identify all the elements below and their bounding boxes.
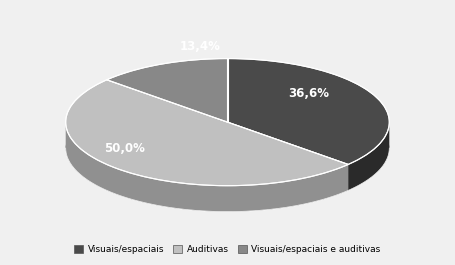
Text: 50,0%: 50,0%: [104, 142, 145, 154]
Text: 36,6%: 36,6%: [288, 87, 329, 100]
Polygon shape: [228, 122, 348, 190]
Polygon shape: [228, 59, 389, 165]
Text: 13,4%: 13,4%: [180, 40, 221, 53]
Polygon shape: [66, 122, 348, 212]
Legend: Visuais/espaciais, Auditivas, Visuais/espaciais e auditivas: Visuais/espaciais, Auditivas, Visuais/es…: [71, 241, 384, 258]
Polygon shape: [228, 122, 348, 190]
Ellipse shape: [66, 85, 389, 212]
Polygon shape: [107, 59, 228, 122]
Polygon shape: [348, 122, 389, 190]
Polygon shape: [66, 80, 348, 186]
